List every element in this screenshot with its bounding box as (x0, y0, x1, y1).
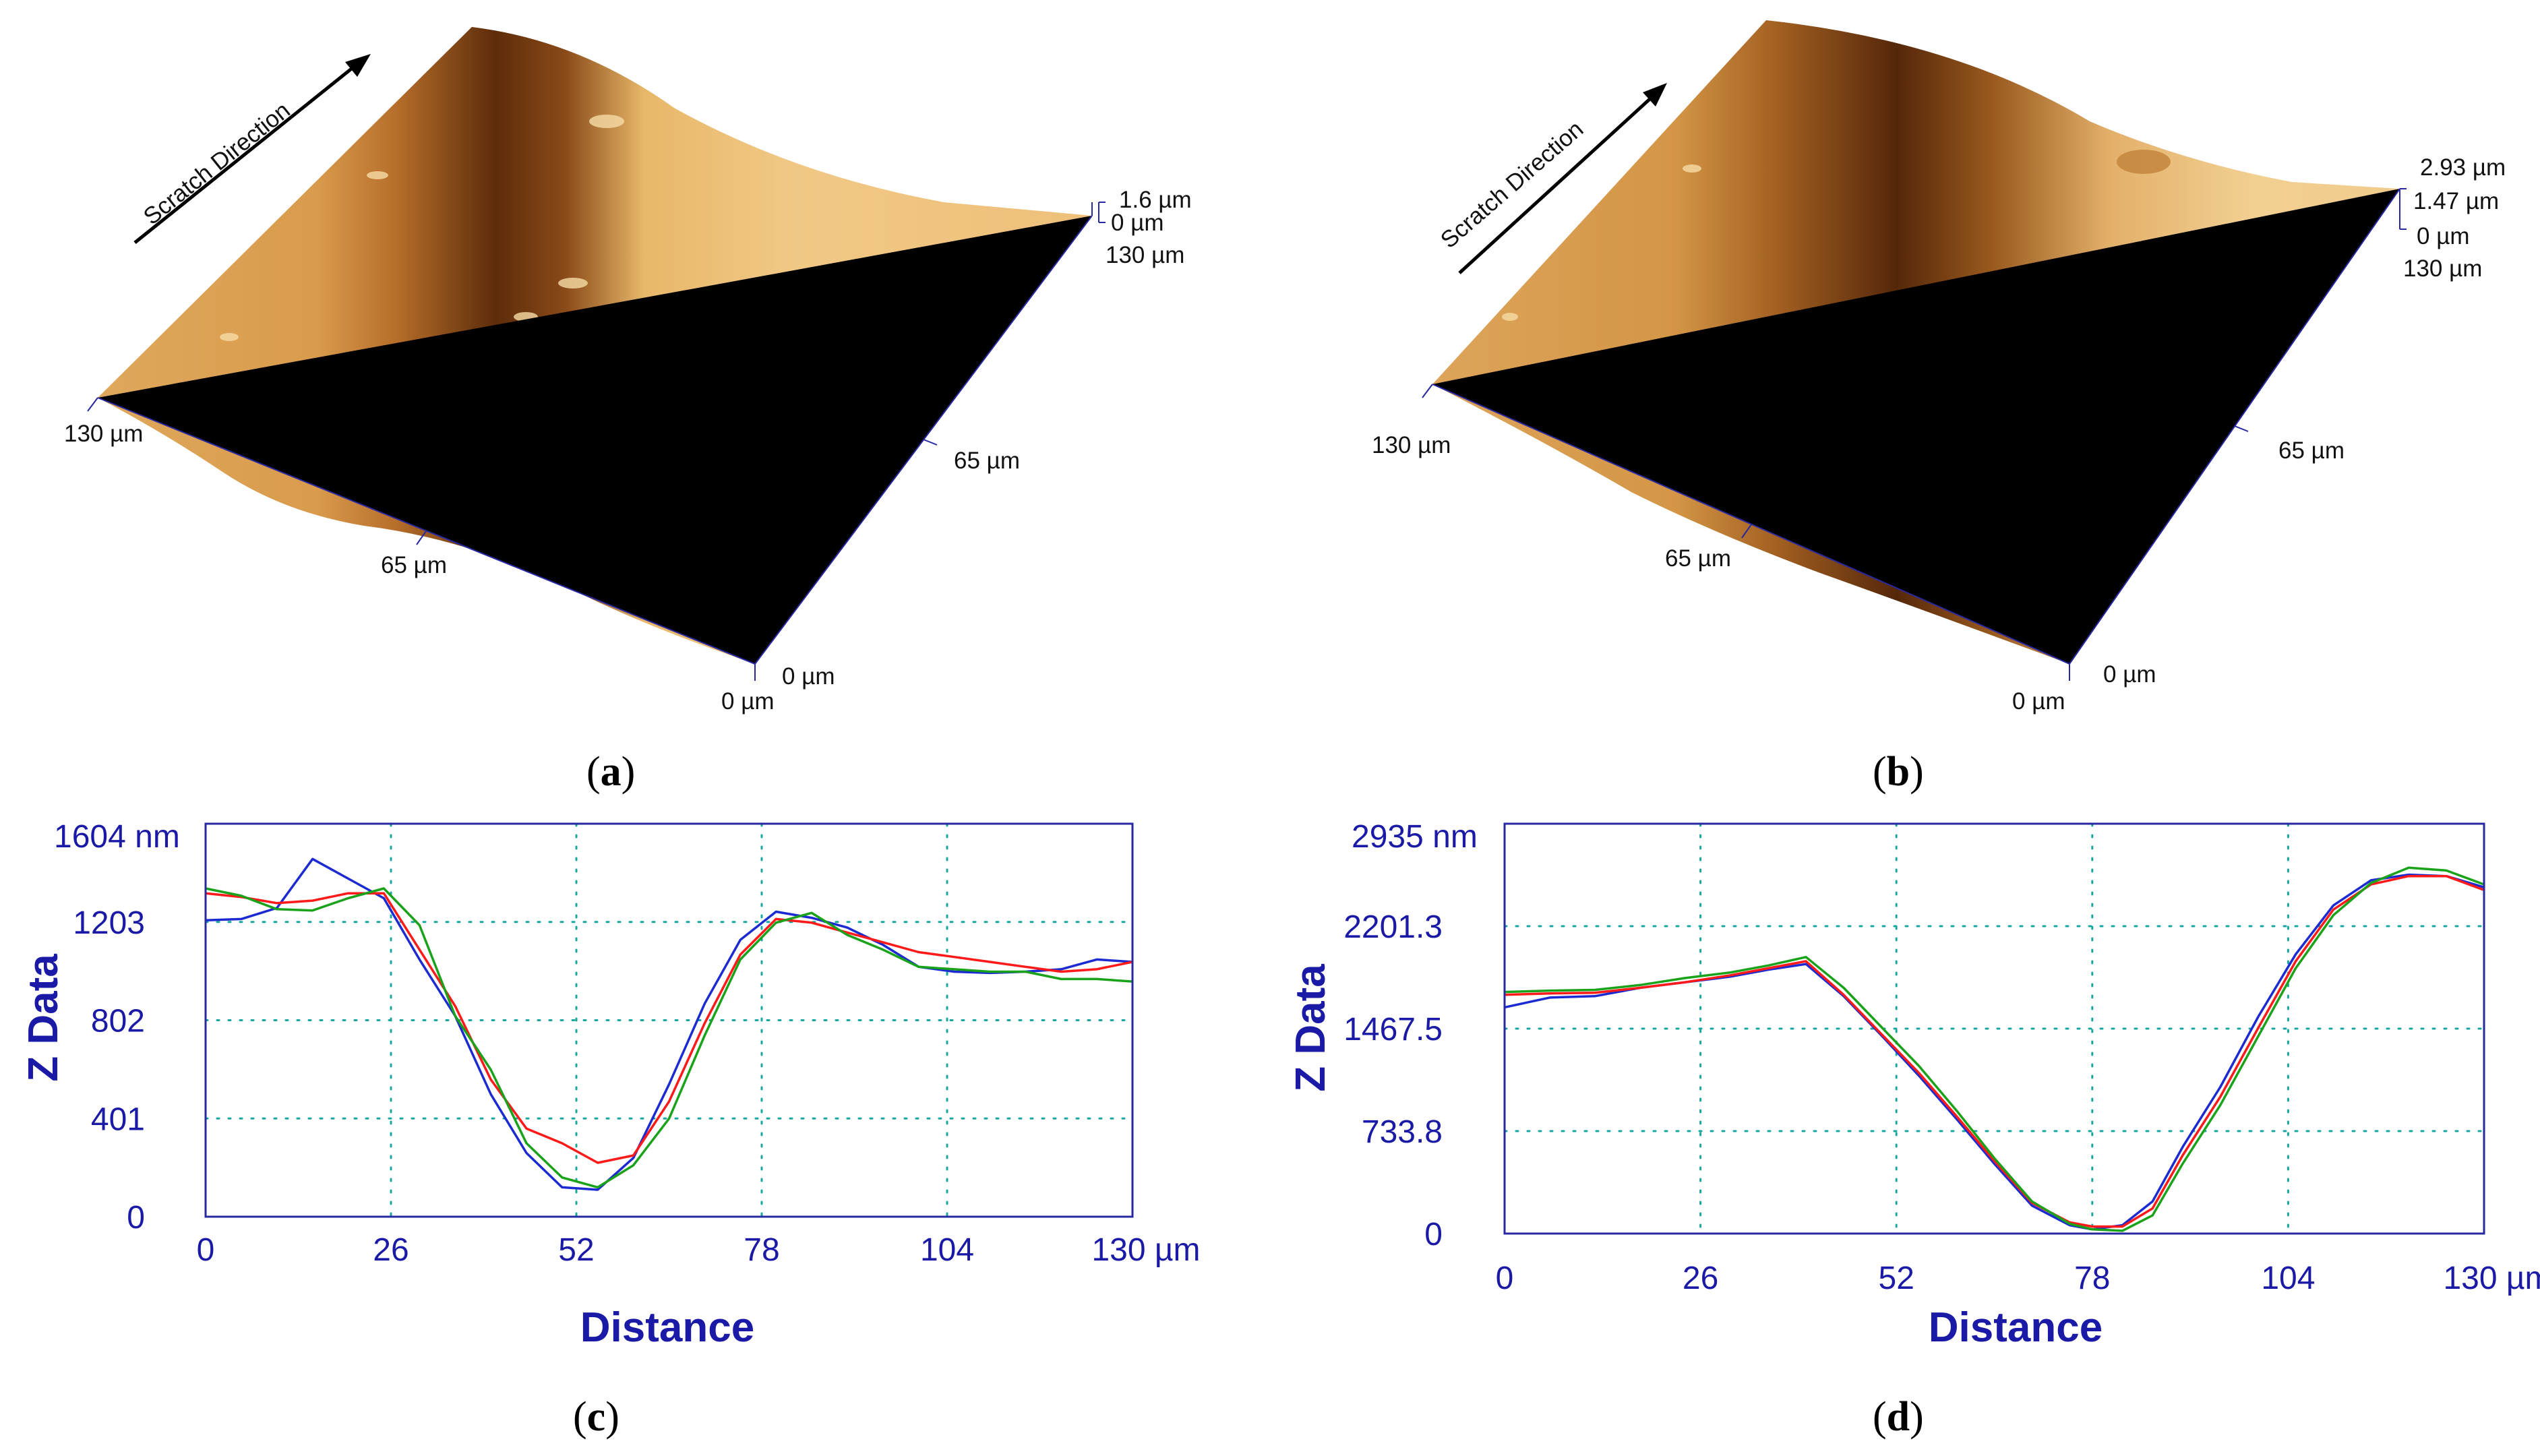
x-tick-label: 52 (558, 1232, 594, 1268)
afm-a-z-zero: 0 µm (1111, 210, 1164, 236)
series-line-green (1504, 866, 2485, 1232)
series-line-green (205, 887, 1133, 1189)
afm-b-x-max: 130 µm (1372, 432, 1451, 458)
afm-b-z-mid: 1.47 µm (2413, 188, 2499, 214)
afm-b-z-top: 2.93 µm (2420, 154, 2506, 181)
x-tick-label: 52 (1879, 1261, 1914, 1296)
caption-c: (c) (573, 1394, 619, 1440)
plot-frame (204, 822, 1134, 1218)
series-line-red (205, 892, 1133, 1164)
caption-d: (d) (1873, 1394, 1924, 1440)
y-tick-label: 733.8 (1362, 1114, 1443, 1150)
x-tick-label: 0 (197, 1232, 215, 1268)
y-tick-label: 1203 (73, 905, 145, 941)
series-line-red (1504, 874, 2485, 1228)
y-tick-label: 0 (127, 1200, 145, 1236)
afm-b-x-zero: 0 µm (2012, 688, 2065, 715)
afm-a-y-zero: 0 µm (782, 663, 835, 690)
y-tick-label: 802 (91, 1004, 145, 1039)
afm-b-y-max: 130 µm (2403, 255, 2482, 282)
afm-a-y-mid: 65 µm (954, 448, 1020, 474)
x-tick-label: 130 µm (1091, 1232, 1200, 1268)
y-tick-label: 2935 nm (1352, 819, 1478, 855)
y-tick-label: 0 (1424, 1217, 1443, 1252)
y-axis-title: Z Data (1288, 964, 1334, 1092)
x-axis-title: Distance (1929, 1304, 2103, 1351)
scratch-label-b: Scratch Direction (1436, 116, 1589, 253)
y-tick-label: 1604 nm (54, 819, 180, 855)
afm-b-x-mid: 65 µm (1665, 545, 1731, 572)
x-tick-label: 78 (2074, 1261, 2110, 1296)
x-tick-label: 78 (744, 1232, 779, 1268)
scratch-label-a: Scratch Direction (139, 97, 295, 230)
x-tick-label: 26 (373, 1232, 409, 1268)
afm-panel-a: Scratch Direction 1.6 µm 0 µm 130 µm 65 … (64, 27, 1192, 795)
afm-a-y-max: 130 µm (1106, 242, 1184, 268)
y-tick-label: 1467.5 (1343, 1012, 1443, 1048)
line-chart-c: 0 26 52 78 104 130 µm 0 401 802 1203 1604 nm Distan… (20, 819, 1201, 1351)
afm-b-y-mid: 65 µm (2278, 437, 2345, 464)
afm-panel-b: Scratch Direction 2.93 µm 1.47 µm 0 µm 1… (1372, 20, 2506, 795)
afm-a-x-zero: 0 µm (721, 688, 775, 715)
x-tick-label: 26 (1683, 1261, 1718, 1296)
x-tick-label: 104 (2261, 1261, 2315, 1296)
y-tick-label: 2201.3 (1343, 909, 1443, 945)
y-axis-title: Z Data (20, 954, 67, 1082)
plot-frame (1503, 822, 2485, 1235)
x-tick-label: 130 µm (2443, 1261, 2540, 1296)
x-axis-title: Distance (580, 1304, 754, 1351)
x-tick-label: 104 (920, 1232, 974, 1268)
afm-a-z-top: 1.6 µm (1119, 187, 1192, 213)
afm-b-y-zero: 0 µm (2103, 661, 2156, 688)
caption-a: (a) (586, 749, 635, 795)
caption-b: (b) (1873, 749, 1924, 795)
afm-a-x-max: 130 µm (64, 421, 143, 447)
afm-a-x-mid: 65 µm (381, 552, 447, 578)
x-tick-label: 0 (1496, 1261, 1514, 1296)
line-chart-d: 0 26 52 78 104 130 µm 0 733.8 1467.5 2201.3 2935 n… (1288, 819, 2540, 1351)
series-line-blue (1504, 873, 2485, 1231)
series-line-blue (205, 857, 1133, 1191)
y-tick-label: 401 (91, 1101, 145, 1137)
afm-b-z-zero: 0 µm (2417, 223, 2470, 249)
